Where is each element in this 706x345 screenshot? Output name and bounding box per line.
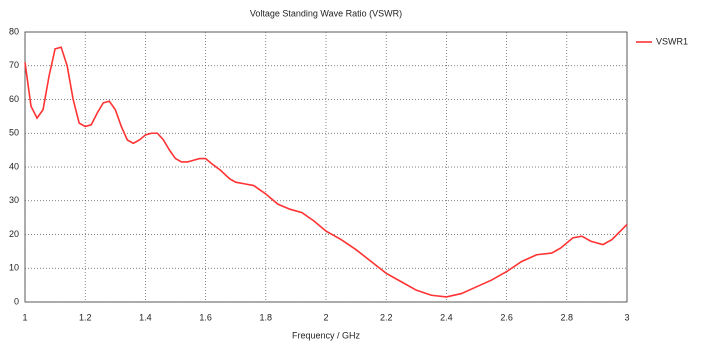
- y-tick-label: 20: [9, 229, 19, 239]
- x-tick-label: 2.6: [500, 312, 513, 322]
- y-tick-label: 40: [9, 161, 19, 171]
- x-tick-label: 1.6: [199, 312, 212, 322]
- x-tick-label: 2: [323, 312, 328, 322]
- data-line: [24, 46, 628, 298]
- y-tick-label: 30: [9, 195, 19, 205]
- y-tick-label: 0: [14, 296, 19, 306]
- y-tick-label: 60: [9, 94, 19, 104]
- x-tick-label: 2.2: [380, 312, 393, 322]
- x-tick-label: 3: [624, 312, 629, 322]
- y-tick-label: 50: [9, 128, 19, 138]
- legend-label: VSWR1: [656, 36, 688, 46]
- chart-title: Voltage Standing Wave Ratio (VSWR): [250, 8, 402, 18]
- y-tick-label: 70: [9, 60, 19, 70]
- x-tick-label: 2.8: [561, 312, 574, 322]
- y-tick-label: 80: [9, 26, 19, 36]
- x-tick-label: 1.4: [139, 312, 152, 322]
- y-tick-label: 10: [9, 263, 19, 273]
- x-tick-label: 1: [22, 312, 27, 322]
- x-tick-label: 1.8: [260, 312, 273, 322]
- x-axis-label: Frequency / GHz: [292, 330, 361, 340]
- x-tick-label: 1.2: [79, 312, 92, 322]
- x-tick-label: 2.4: [440, 312, 453, 322]
